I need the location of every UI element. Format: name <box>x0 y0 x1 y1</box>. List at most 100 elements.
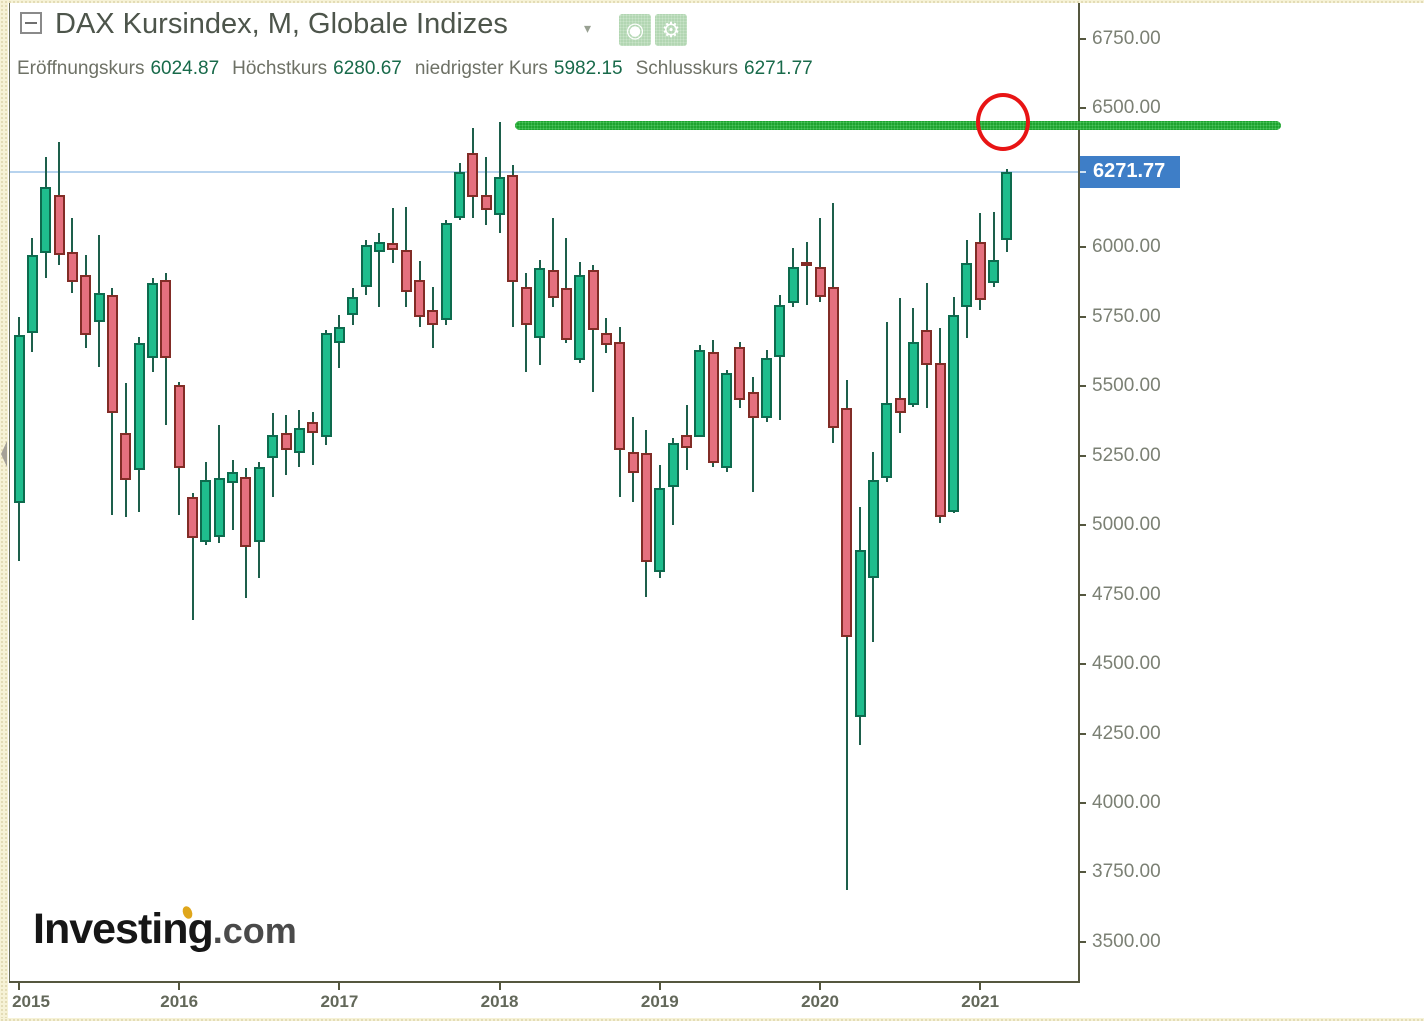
time-axis[interactable]: 2015 2016 2017 2018 2019 2020 2021 <box>9 0 1424 1021</box>
candle-body <box>53 195 65 256</box>
candle-body <box>694 350 706 438</box>
y-axis-tick <box>1078 663 1086 666</box>
y-axis-label: 3750.00 <box>1092 861 1161 883</box>
candle-wick <box>378 233 381 308</box>
page-background-strip-bottom <box>0 1018 1424 1021</box>
candle-body <box>360 245 372 288</box>
candle-wick <box>191 493 194 621</box>
collapse-chart-button[interactable] <box>20 12 42 34</box>
last-price-badge: 6271.77 <box>1080 155 1180 188</box>
candle-body <box>120 432 132 481</box>
candle-wick <box>231 460 234 531</box>
candle-body <box>534 268 546 339</box>
candle-body <box>921 330 933 366</box>
candle-body <box>907 342 919 406</box>
candle-body <box>827 287 839 429</box>
candle-wick <box>311 412 314 466</box>
ohlc-label: Schlusskurs <box>635 58 739 79</box>
y-axis-tick <box>1078 385 1086 388</box>
candle-body <box>93 293 105 323</box>
candle-body <box>787 267 799 304</box>
y-axis-label: 4250.00 <box>1092 722 1161 744</box>
candle-body <box>200 480 212 543</box>
y-axis-label: 5000.00 <box>1092 514 1161 536</box>
y-axis-tick <box>1078 593 1086 596</box>
chart-title[interactable]: DAX Kursindex, M, Globale Indizes <box>55 8 508 40</box>
x-axis-tick <box>979 983 982 990</box>
candle-body <box>187 497 199 539</box>
y-axis-label: 4750.00 <box>1092 583 1161 605</box>
candle-body <box>106 295 118 414</box>
page-background-strip-top <box>0 0 1424 3</box>
candle-body <box>13 335 25 504</box>
chart-plot-area[interactable] <box>9 0 1078 981</box>
candle-body <box>948 315 959 513</box>
candle-body <box>854 550 866 718</box>
x-axis-tick <box>178 983 181 990</box>
circle-annotation[interactable] <box>976 93 1030 152</box>
eye-button[interactable]: ◉ <box>619 14 651 46</box>
candle-body <box>654 488 666 573</box>
plot-border-right <box>1078 0 1080 981</box>
candle-body <box>681 435 692 449</box>
y-axis-label: 5250.00 <box>1092 444 1161 466</box>
candle-wick <box>752 377 755 493</box>
x-axis-tick <box>498 983 501 990</box>
ohlc-label: niedrigster Kurs <box>414 58 548 79</box>
page-background-strip-left <box>0 0 8 1021</box>
ohlc-value: 5982.15 <box>553 58 623 79</box>
x-axis-label: 2017 <box>320 992 359 1011</box>
candle-body <box>961 263 973 308</box>
plot-border-left <box>9 0 10 981</box>
candle-body <box>480 195 492 211</box>
candle-body <box>414 280 425 318</box>
price-badge-tick <box>1080 170 1086 173</box>
candle-body <box>801 261 813 266</box>
x-axis-label: 2021 <box>961 992 1000 1011</box>
candle-body <box>814 267 826 298</box>
candle-body <box>333 327 345 344</box>
current-price-line <box>9 170 1078 173</box>
candle-body <box>467 153 479 198</box>
candle-wick <box>819 218 821 303</box>
candle-body <box>894 398 906 414</box>
candle-body <box>734 347 746 401</box>
y-axis-label: 4000.00 <box>1092 791 1161 813</box>
investing-watermark: Investing.com <box>33 904 297 954</box>
candle-body <box>640 452 652 563</box>
candle-wick <box>992 212 995 288</box>
y-axis-label: 6750.00 <box>1092 28 1161 49</box>
gear-button[interactable]: ⚙ <box>655 14 687 46</box>
candle-body <box>627 452 639 474</box>
y-axis-label: 6500.00 <box>1092 97 1161 119</box>
candle-body <box>867 480 879 579</box>
candle-body <box>707 352 719 464</box>
candle-body <box>587 270 599 331</box>
candle-wick <box>885 322 888 483</box>
candle-body <box>240 477 252 548</box>
candle-body <box>80 275 92 336</box>
candle-body <box>387 243 399 251</box>
ohlc-readout: Eröffnungskurs 6024.87 Höchstkurs 6280.67 ni… <box>17 58 826 80</box>
candle-body <box>747 392 759 419</box>
candle-body <box>173 385 185 469</box>
ohlc-label: Eröffnungskurs <box>17 58 145 79</box>
collapse-panel-arrow-icon[interactable] <box>1 441 7 467</box>
candle-body <box>520 287 532 326</box>
candle-body <box>988 260 1000 284</box>
candle-body <box>547 270 559 299</box>
candle-body <box>721 373 733 469</box>
candle-body <box>320 333 332 438</box>
chevron-down-icon[interactable]: ▾ <box>584 20 592 36</box>
y-axis-tick <box>1078 871 1086 874</box>
candle-wick <box>899 298 902 434</box>
candle-body <box>507 175 519 283</box>
y-axis-label: 6000.00 <box>1092 236 1161 258</box>
support-line-annotation[interactable] <box>515 121 1281 131</box>
plot-border-bottom <box>9 981 1080 983</box>
y-axis-tick <box>1078 315 1086 318</box>
ohlc-value: 6271.77 <box>744 58 813 79</box>
candle-body <box>440 223 452 321</box>
candle-body <box>253 467 265 543</box>
last-price-value: 6271.77 <box>1093 160 1166 183</box>
